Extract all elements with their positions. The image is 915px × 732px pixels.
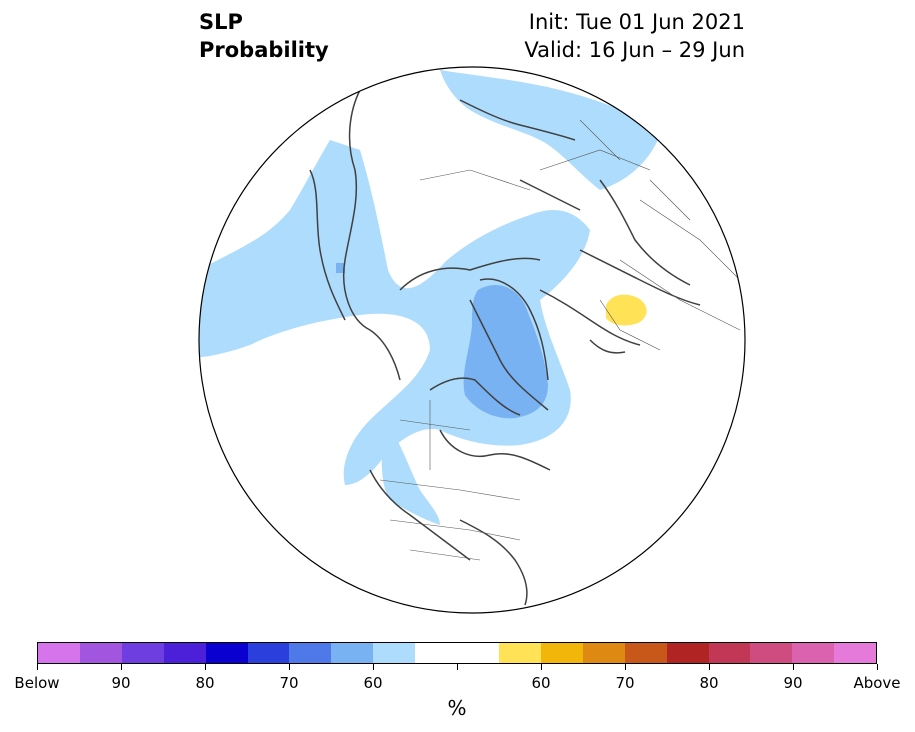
colorbar-segment xyxy=(415,643,458,663)
colorbar-segment xyxy=(331,643,374,663)
colorbar-tick xyxy=(708,664,710,670)
init-date: Init: Tue 01 Jun 2021 xyxy=(528,10,745,34)
chart-title-right: Init: Tue 01 Jun 2021 Valid: 16 Jun – 29… xyxy=(524,8,745,64)
colorbar-segment xyxy=(38,643,80,663)
colorbar-tick xyxy=(372,664,374,670)
polar-map xyxy=(198,66,746,614)
colorbar-segment xyxy=(834,643,877,663)
colorbar-segment xyxy=(624,643,667,663)
colorbar-tick xyxy=(624,664,626,670)
colorbar-tick xyxy=(456,664,458,670)
colorbar-segment xyxy=(708,643,751,663)
colorbar-tick-label: 60 xyxy=(531,674,551,692)
colorbar-tick-label: 80 xyxy=(195,674,215,692)
borders xyxy=(379,119,741,561)
colorbar-tick-label: 80 xyxy=(699,674,719,692)
below-normal-spot xyxy=(336,263,345,273)
colorbar-segment xyxy=(289,643,332,663)
chart-title-left: SLP Probability xyxy=(199,8,329,64)
colorbar-tick xyxy=(120,664,122,670)
globe-outline xyxy=(198,66,746,614)
colorbar-segment xyxy=(750,643,793,663)
colorbar-segment xyxy=(666,643,709,663)
colorbar-tick-label: 70 xyxy=(279,674,299,692)
colorbar-tick-label: Above xyxy=(853,674,901,692)
colorbar-segment xyxy=(79,643,122,663)
colorbar-segment xyxy=(247,643,290,663)
colorbar-tick-label: 70 xyxy=(615,674,635,692)
colorbar-segment xyxy=(498,643,541,663)
below-normal-region-light-north xyxy=(440,70,660,190)
map-area xyxy=(198,66,746,614)
title-slp: SLP xyxy=(199,10,243,34)
colorbar-tick xyxy=(204,664,206,670)
below-normal-region-medium xyxy=(463,285,548,419)
colorbar-tick-label: Below xyxy=(14,674,60,692)
colorbar-tick-label: 90 xyxy=(783,674,803,692)
colorbar-segment xyxy=(582,643,625,663)
colorbar-tick-label: 60 xyxy=(363,674,383,692)
colorbar-segment xyxy=(457,643,499,663)
colorbar-segment xyxy=(792,643,835,663)
title-probability: Probability xyxy=(199,38,329,62)
colorbar-segment xyxy=(121,643,164,663)
colorbar-tick xyxy=(36,664,38,670)
colorbar-tick xyxy=(876,664,878,670)
colorbar-tick xyxy=(288,664,290,670)
above-normal-region xyxy=(606,294,647,326)
coastlines xyxy=(309,89,701,606)
colorbar-segment xyxy=(540,643,583,663)
colorbar xyxy=(37,642,877,664)
colorbar-tick xyxy=(540,664,542,670)
valid-range: Valid: 16 Jun – 29 Jun xyxy=(524,38,745,62)
below-normal-region-light-na xyxy=(381,420,440,525)
colorbar-segment xyxy=(205,643,248,663)
colorbar-segment xyxy=(163,643,206,663)
colorbar-tick-label: 90 xyxy=(111,674,131,692)
colorbar-unit: % xyxy=(447,696,467,720)
colorbar-segment xyxy=(373,643,416,663)
colorbar-tick xyxy=(792,664,794,670)
